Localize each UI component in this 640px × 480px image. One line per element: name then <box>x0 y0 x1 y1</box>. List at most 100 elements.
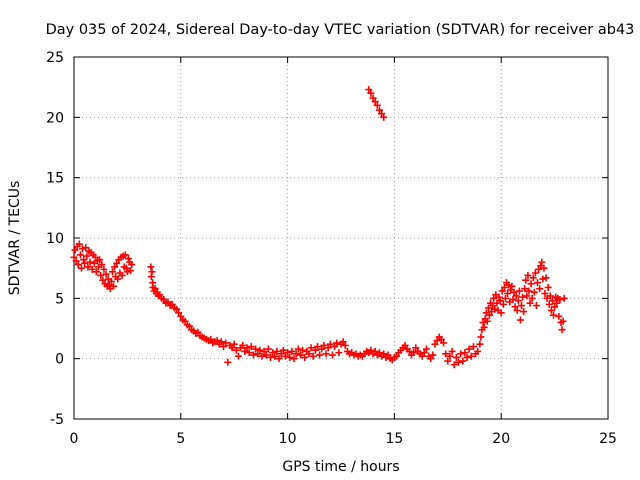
data-point <box>314 343 322 351</box>
data-point <box>92 268 100 276</box>
data-point <box>124 255 132 263</box>
data-point <box>454 358 462 366</box>
data-point <box>442 350 450 358</box>
data-point <box>480 323 488 331</box>
data-point <box>528 294 536 302</box>
data-point <box>284 349 292 357</box>
y-tick-label: 15 <box>46 171 64 187</box>
data-point <box>275 355 283 363</box>
data-point <box>448 347 456 355</box>
data-point <box>532 302 540 310</box>
data-point <box>410 349 418 357</box>
data-point <box>558 326 566 334</box>
data-point <box>324 344 332 352</box>
data-point <box>560 294 568 302</box>
data-point <box>459 357 467 365</box>
data-point <box>267 353 275 361</box>
data-point <box>501 294 509 302</box>
data-point <box>540 264 548 272</box>
y-tick-label: -5 <box>50 412 64 428</box>
data-point <box>541 290 549 298</box>
data-point <box>81 259 89 267</box>
data-point <box>433 337 441 345</box>
data-point <box>213 337 221 345</box>
data-point <box>77 264 85 272</box>
data-point <box>427 355 435 363</box>
data-point <box>546 292 554 300</box>
data-points <box>70 86 568 369</box>
data-point <box>497 309 505 317</box>
data-point <box>555 312 563 320</box>
data-point <box>147 263 155 271</box>
y-tick-label: 20 <box>46 110 64 126</box>
data-point <box>70 253 78 261</box>
data-point <box>461 349 469 357</box>
data-point <box>371 347 379 355</box>
data-point <box>422 345 430 353</box>
data-point <box>489 302 497 310</box>
data-point <box>420 349 428 357</box>
data-point <box>499 300 507 308</box>
data-point <box>463 353 471 361</box>
data-point <box>307 344 315 352</box>
data-point <box>99 276 107 284</box>
x-tick-label: 10 <box>279 431 297 447</box>
data-point <box>469 343 477 351</box>
data-point <box>544 283 552 291</box>
data-point <box>516 316 524 324</box>
data-point <box>380 350 388 358</box>
data-point <box>98 261 106 269</box>
data-point <box>542 274 550 282</box>
data-point <box>316 351 324 359</box>
data-point <box>531 269 539 277</box>
data-point <box>294 345 302 353</box>
y-tick-label: 0 <box>55 352 64 368</box>
data-point <box>452 353 460 361</box>
data-point <box>479 318 487 326</box>
data-point <box>440 339 448 347</box>
data-point <box>529 274 537 282</box>
data-point <box>505 281 513 289</box>
data-point <box>82 244 90 252</box>
data-point <box>232 346 240 354</box>
data-point <box>318 345 326 353</box>
data-point <box>207 335 215 343</box>
data-point <box>429 351 437 359</box>
data-point <box>520 308 528 316</box>
data-point <box>485 311 493 319</box>
data-point <box>476 340 484 348</box>
data-point <box>384 351 392 359</box>
data-point <box>365 86 373 94</box>
data-point <box>373 101 381 109</box>
data-point <box>536 285 544 293</box>
data-point <box>271 352 279 360</box>
data-point <box>446 352 454 360</box>
data-point <box>550 311 558 319</box>
data-point <box>375 106 383 114</box>
data-point <box>113 259 121 267</box>
data-point <box>76 251 84 259</box>
data-point <box>380 113 388 121</box>
data-point <box>108 268 116 276</box>
data-point <box>245 349 253 357</box>
x-tick-label: 20 <box>492 431 510 447</box>
data-point <box>110 282 118 290</box>
data-point <box>335 349 343 357</box>
data-point <box>217 338 225 346</box>
data-point <box>527 280 535 288</box>
data-point <box>495 293 503 301</box>
data-point <box>252 345 260 353</box>
data-point <box>123 268 131 276</box>
data-point <box>296 351 304 359</box>
data-point <box>247 343 255 351</box>
data-point <box>148 268 156 276</box>
data-point <box>539 275 547 283</box>
x-tick-label: 0 <box>70 431 79 447</box>
data-point <box>239 341 247 349</box>
data-point <box>175 309 183 317</box>
data-point <box>538 258 546 266</box>
data-point <box>511 303 519 311</box>
data-point <box>173 305 181 313</box>
data-point <box>230 340 238 348</box>
data-point <box>181 317 189 325</box>
